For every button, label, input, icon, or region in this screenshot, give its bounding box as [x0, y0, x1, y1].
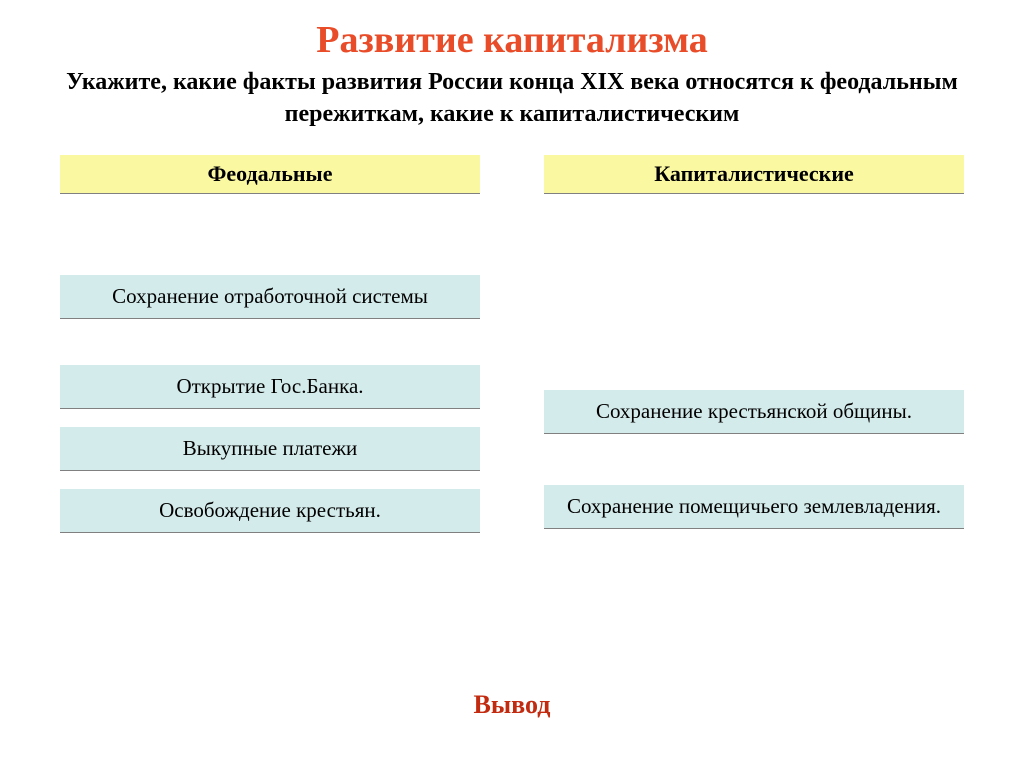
- right-column-header: Капиталистические: [544, 155, 964, 194]
- right-column: Капиталистические Сохранение крестьянско…: [544, 155, 964, 194]
- right-item-1: Сохранение помещичьего землевладения.: [544, 485, 964, 529]
- conclusion-label: Вывод: [0, 690, 1024, 720]
- left-item-3: Освобождение крестьян.: [60, 489, 480, 533]
- right-item-0: Сохранение крестьянской общины.: [544, 390, 964, 434]
- subtitle: Укажите, какие факты развития России кон…: [0, 62, 1024, 131]
- left-item-2: Выкупные платежи: [60, 427, 480, 471]
- columns-container: Феодальные Сохранение отработочной систе…: [0, 131, 1024, 194]
- left-item-0: Сохранение отработочной системы: [60, 275, 480, 319]
- left-column: Феодальные Сохранение отработочной систе…: [60, 155, 480, 194]
- left-column-header: Феодальные: [60, 155, 480, 194]
- main-title: Развитие капитализма: [0, 0, 1024, 62]
- left-item-1: Открытие Гос.Банка.: [60, 365, 480, 409]
